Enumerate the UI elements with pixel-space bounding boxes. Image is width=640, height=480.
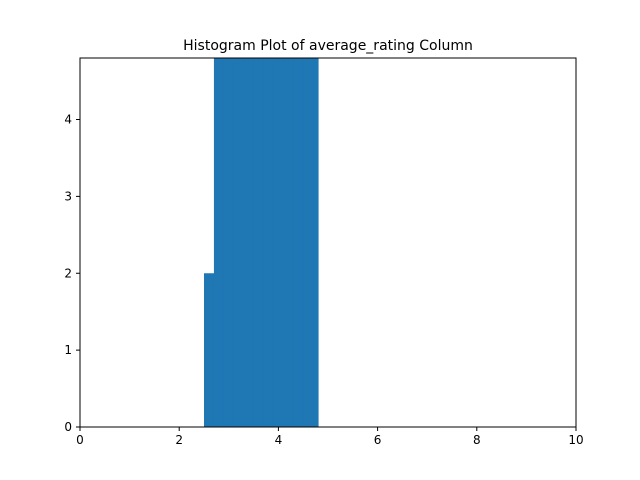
histogram-bar-4 [243, 58, 255, 427]
y-axis: 0 1 2 3 4 [64, 113, 80, 434]
plot-frame [79, 57, 577, 428]
y-tick-label-2: 2 [64, 266, 72, 280]
histogram-bar-0 [204, 273, 215, 427]
y-tick-label-3: 3 [64, 189, 72, 203]
y-tick-label-4: 4 [64, 113, 72, 127]
x-tick-label-0: 0 [76, 433, 84, 447]
x-tick-label-2: 4 [275, 433, 283, 447]
bars-group [204, 58, 319, 427]
x-tick-label-3: 6 [374, 433, 382, 447]
histogram-bar-5 [253, 58, 265, 427]
x-axis: 0 2 4 6 8 10 [76, 427, 584, 447]
x-tick-label-5: 10 [568, 433, 583, 447]
chart-title: Histogram Plot of average_rating Column [183, 38, 473, 54]
histogram-bar-3 [233, 58, 245, 427]
histogram-bar-8 [283, 58, 294, 427]
histogram-bar-2 [223, 58, 235, 427]
y-tick-label-0: 0 [64, 420, 72, 434]
histogram-bar-9 [293, 58, 304, 427]
histogram-bar-11 [313, 58, 319, 427]
histogram-bar-10 [303, 58, 314, 427]
histogram-bar-7 [273, 58, 284, 427]
histogram-bar-1 [213, 58, 225, 427]
x-tick-label-1: 2 [175, 433, 183, 447]
x-tick-label-4: 8 [473, 433, 481, 447]
y-tick-label-1: 1 [64, 343, 72, 357]
histogram-bar-6 [263, 58, 274, 427]
